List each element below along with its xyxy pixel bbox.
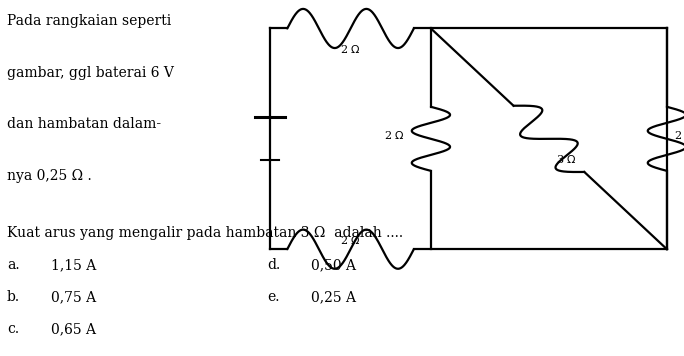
Text: 0,50 A: 0,50 A [311, 258, 356, 272]
Text: e.: e. [267, 290, 279, 304]
Text: dan hambatan dalam-: dan hambatan dalam- [7, 117, 161, 131]
Text: 0,25 A: 0,25 A [311, 290, 356, 304]
Text: 0,75 A: 0,75 A [51, 290, 96, 304]
Text: Kuat arus yang mengalir pada hambatan 3 Ω  adalah ....: Kuat arus yang mengalir pada hambatan 3 … [7, 226, 403, 240]
Text: a.: a. [7, 258, 19, 272]
Text: d.: d. [267, 258, 280, 272]
Text: 0,65 A: 0,65 A [51, 322, 96, 336]
Text: 2 $\Omega$: 2 $\Omega$ [384, 129, 405, 141]
Text: nya 0,25 Ω .: nya 0,25 Ω . [7, 169, 92, 183]
Text: 1,15 A: 1,15 A [51, 258, 96, 272]
Text: b.: b. [7, 290, 20, 304]
Text: c.: c. [7, 322, 19, 336]
Text: 2 $\Omega$: 2 $\Omega$ [340, 234, 361, 246]
Text: Pada rangkaian seperti: Pada rangkaian seperti [7, 14, 171, 28]
Text: 2 $\Omega$: 2 $\Omega$ [340, 43, 361, 55]
Text: gambar, ggl baterai 6 V: gambar, ggl baterai 6 V [7, 66, 174, 80]
Text: 2 $\Omega$: 2 $\Omega$ [674, 129, 684, 141]
Text: 3 $\Omega$: 3 $\Omega$ [555, 153, 577, 165]
